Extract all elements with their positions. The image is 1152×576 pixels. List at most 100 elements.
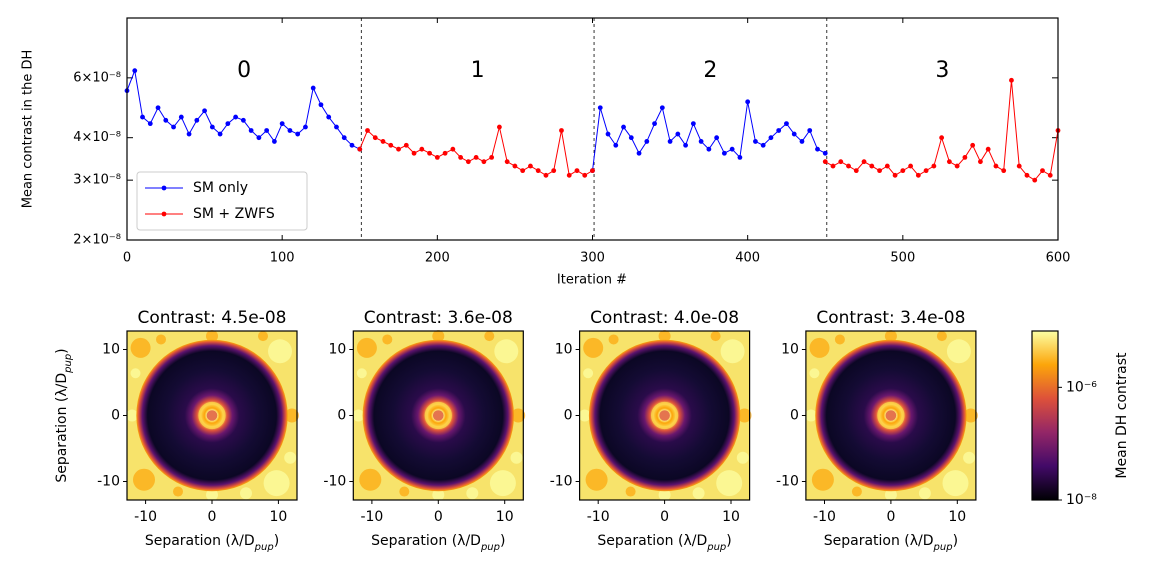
image-texture	[963, 451, 976, 464]
image-texture	[692, 487, 705, 500]
image-texture	[884, 488, 897, 501]
legend-label: SM + ZWFS	[193, 206, 275, 222]
x-axis-label: Separation (λ/Dpup)	[371, 533, 505, 553]
data-point	[923, 168, 929, 174]
y-tick-label: 0	[337, 408, 346, 424]
data-point	[768, 135, 774, 141]
data-point	[652, 121, 657, 127]
x-tick-label: -10	[587, 509, 610, 525]
image-texture	[133, 468, 155, 491]
data-point	[481, 159, 487, 165]
data-point	[954, 163, 960, 169]
data-point	[636, 150, 642, 156]
image-panel	[126, 330, 299, 501]
psf-core	[659, 410, 670, 421]
x-axis-label-sub: pup	[480, 542, 500, 553]
data-point	[504, 159, 510, 165]
image-texture	[583, 337, 604, 358]
image-texture	[710, 331, 721, 342]
data-point	[706, 146, 712, 152]
phase-label: 1	[471, 58, 485, 83]
data-point	[1024, 172, 1030, 178]
x-axis-label-sub: pup	[706, 542, 726, 553]
data-point	[178, 114, 184, 120]
data-point	[341, 135, 347, 141]
data-point	[303, 124, 308, 130]
image-texture	[263, 470, 290, 497]
psf-ring	[198, 401, 226, 430]
data-point	[295, 131, 301, 137]
data-point	[489, 155, 495, 160]
image-texture	[352, 409, 365, 422]
data-point	[419, 146, 425, 152]
colorbar	[1031, 330, 1059, 501]
data-point	[978, 159, 983, 165]
data-point	[784, 121, 789, 127]
image-texture	[811, 468, 834, 491]
data-point	[528, 163, 533, 169]
data-point	[791, 131, 797, 137]
image-panel	[352, 330, 526, 501]
data-point	[597, 105, 603, 111]
x-tick-label: 0	[208, 509, 217, 525]
data-point	[776, 128, 782, 133]
image-texture	[432, 488, 445, 501]
x-axis-label-part: )	[953, 533, 958, 549]
image-texture	[240, 487, 252, 500]
image-texture	[432, 330, 445, 343]
data-point	[807, 128, 813, 133]
y-tick-label: 10	[328, 341, 346, 357]
colorbar-tick-label: 10⁻⁸	[1066, 492, 1097, 508]
y-tick-label: 2×10⁻⁸	[73, 233, 121, 248]
legend-swatch	[161, 211, 167, 217]
image-texture	[585, 468, 608, 491]
image-texture	[716, 470, 743, 497]
y-axis-label-part: Separation (λ/D	[54, 373, 70, 483]
series-line	[359, 80, 1059, 181]
data-point	[892, 172, 898, 178]
data-point	[272, 139, 277, 144]
data-point	[830, 163, 836, 169]
data-point	[465, 159, 471, 165]
image-texture	[284, 451, 297, 464]
data-point	[248, 128, 254, 133]
data-point	[939, 135, 945, 141]
data-point	[815, 146, 820, 152]
data-point	[1032, 177, 1038, 183]
data-point	[287, 128, 293, 133]
data-point	[233, 114, 239, 120]
image-texture	[809, 337, 830, 358]
data-point	[721, 150, 727, 156]
image-texture	[126, 409, 139, 422]
data-point	[908, 163, 913, 169]
data-point	[512, 163, 518, 169]
data-point	[605, 131, 611, 137]
panel-title: Contrast: 3.4e-08	[816, 308, 965, 328]
data-point	[590, 168, 595, 174]
y-axis-label-sub: pup	[63, 354, 74, 374]
x-tick-label: 10	[948, 509, 966, 525]
image-texture	[942, 470, 969, 497]
panel-title: Contrast: 4.0e-08	[590, 308, 739, 328]
data-point	[822, 159, 828, 165]
data-point	[946, 159, 952, 165]
data-point	[520, 168, 526, 174]
y-tick-label: -10	[323, 474, 346, 490]
y-tick-label: 6×10⁻⁸	[73, 70, 121, 85]
colorbar-tick-label: 10⁻⁶	[1066, 379, 1097, 395]
y-axis-label: Separation (λ/Dpup)	[54, 348, 74, 482]
data-point	[1040, 168, 1045, 174]
data-point	[737, 155, 743, 160]
x-axis-label-part: )	[726, 533, 731, 549]
x-axis-label-sub: pup	[254, 542, 274, 553]
plot-frame	[126, 17, 1059, 241]
image-texture	[206, 330, 218, 343]
data-point	[667, 139, 673, 144]
data-point	[132, 68, 138, 74]
data-point	[861, 159, 867, 165]
x-tick-label: 10	[496, 509, 514, 525]
data-point	[659, 105, 665, 111]
image-texture	[359, 468, 382, 491]
data-point	[714, 135, 720, 141]
